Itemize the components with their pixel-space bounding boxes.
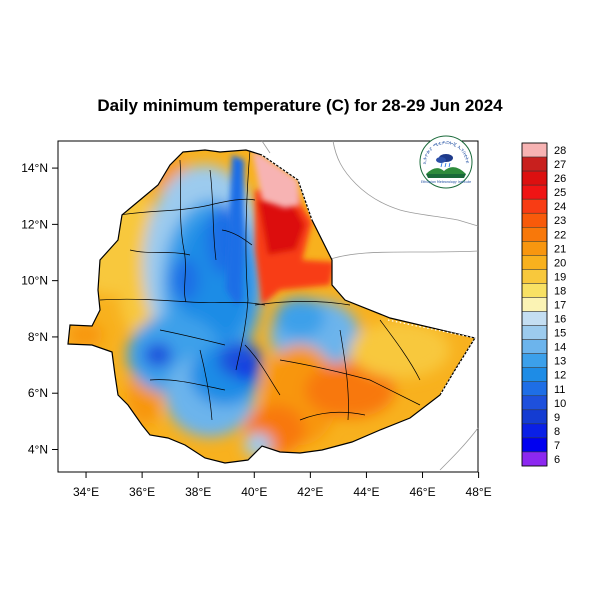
colorbar-swatch	[521, 353, 548, 368]
x-tick-label: 36°E	[129, 485, 155, 499]
colorbar-frame	[521, 142, 548, 467]
y-tick-label: 4°N	[28, 442, 48, 456]
neighbor-borders	[261, 140, 479, 471]
x-tick-label: 34°E	[73, 485, 99, 499]
colorbar-swatch	[521, 156, 548, 172]
x-tick-label: 42°E	[297, 485, 323, 499]
colorbar-label: 16	[554, 314, 566, 326]
colorbar-label: 17	[554, 300, 566, 312]
colorbar-label: 21	[554, 243, 566, 255]
colorbar-swatch	[521, 423, 548, 439]
colorbar-label: 15	[554, 328, 566, 340]
east-dotted-edge	[387, 319, 476, 396]
colorbar-swatch	[521, 311, 548, 326]
colorbar-legend: 28 27 26 25 24 23 22 21 20 19 18 17 16 15 14 13 12 11 10 9 8…	[521, 142, 566, 467]
colorbar-swatch	[521, 325, 548, 340]
colorbar-swatch	[521, 381, 548, 397]
colorbar-label: 9	[554, 412, 560, 424]
y-tick-label: 8°N	[28, 330, 48, 344]
colorbar-label: 23	[554, 215, 566, 227]
x-tick-label: 40°E	[241, 485, 267, 499]
x-tick-label: 48°E	[466, 485, 492, 499]
colorbar-swatch	[521, 367, 548, 382]
y-tick-label: 14°N	[21, 161, 48, 175]
y-tick-label: 6°N	[28, 386, 48, 400]
colorbar-swatch	[521, 269, 548, 284]
colorbar-label: 28	[554, 145, 566, 157]
colorbar-swatch	[521, 255, 548, 270]
colorbar-label: 12	[554, 370, 566, 382]
colorbar-swatch	[521, 283, 548, 298]
x-tick-label: 44°E	[353, 485, 379, 499]
colorbar-label: 7	[554, 440, 560, 452]
colorbar-swatch	[521, 297, 548, 312]
colorbar-swatch	[521, 339, 548, 354]
colorbar-swatch	[521, 241, 548, 256]
colorbar-swatch	[521, 437, 548, 453]
colorbar-swatch	[521, 184, 548, 200]
y-tick-label: 10°N	[21, 274, 48, 288]
colorbar-swatch	[521, 451, 548, 467]
colorbar-swatch	[521, 142, 548, 158]
colorbar-label: 20	[554, 257, 566, 269]
colorbar-label: 6	[554, 454, 560, 466]
colorbar-label: 25	[554, 187, 566, 199]
colorbar-label: 14	[554, 342, 566, 354]
y-tick-label: 12°N	[21, 217, 48, 231]
colorbar-label: 8	[554, 426, 560, 438]
colorbar-swatch	[521, 227, 548, 242]
x-tick-label: 46°E	[409, 485, 435, 499]
colorbar-label: 13	[554, 356, 566, 368]
svg-text:Ethiopian Meteorology Institut: Ethiopian Meteorology Institute	[421, 180, 471, 184]
colorbar-swatch	[521, 395, 548, 411]
coast-dotted-edge	[261, 154, 313, 221]
colorbar-label: 11	[554, 384, 565, 396]
colorbar-swatch	[521, 212, 548, 228]
colorbar-swatch	[521, 170, 548, 186]
colorbar-label: 18	[554, 285, 566, 297]
ethiopia-outline	[67, 149, 476, 464]
y-axis: 4°N 6°N 8°N 10°N 12°N 14°N	[21, 161, 58, 456]
colorbar-label: 19	[554, 271, 566, 283]
colorbar-label: 10	[554, 398, 566, 410]
x-tick-label: 38°E	[185, 485, 211, 499]
admin-borders	[99, 150, 421, 421]
colorbar-swatch	[521, 198, 548, 214]
colorbar-swatch	[521, 409, 548, 425]
x-axis: 34°E 36°E 38°E 40°E 42°E 44°E 46°E 48°E	[73, 472, 492, 499]
colorbar-label: 27	[554, 159, 566, 171]
colorbar-label: 22	[554, 229, 566, 241]
institute-logo: የኢትዮጵያ ሜቲዎሮሎጂ ኢንስቲትዩት Ethiopian Meteorol…	[419, 135, 473, 189]
colorbar-label: 26	[554, 173, 566, 185]
map-title: Daily minimum temperature (C) for 28-29 …	[97, 96, 503, 115]
colorbar-label: 24	[554, 201, 566, 213]
